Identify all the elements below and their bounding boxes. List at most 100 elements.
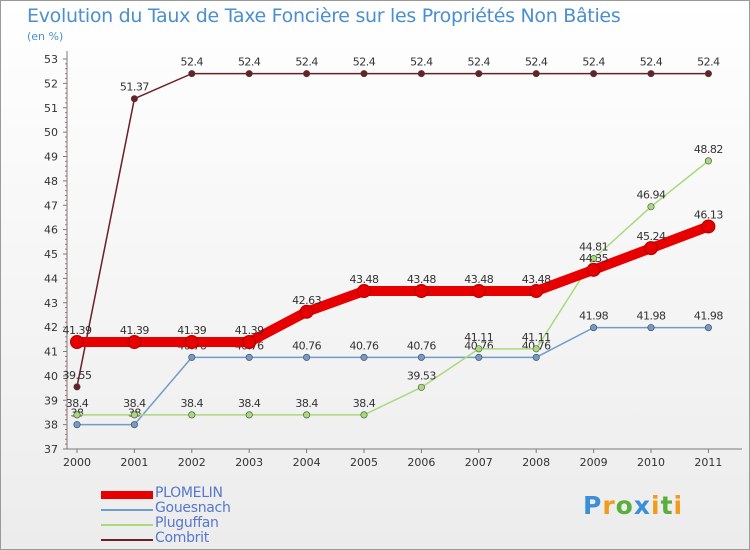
y-minor-tick <box>65 199 67 201</box>
data-label-plomelin: 46.13 <box>694 208 723 221</box>
y-minor-tick <box>65 214 67 216</box>
data-point-plomelin <box>242 334 257 349</box>
data-label-plomelin: 41.39 <box>120 324 149 337</box>
x-tick-label: 2000 <box>63 456 91 469</box>
data-point-plomelin <box>701 219 716 234</box>
data-point-plomelin <box>529 284 544 299</box>
data-label-combrit: 52.4 <box>582 56 605 69</box>
data-label-combrit: 52.4 <box>353 56 376 69</box>
y-minor-tick <box>65 126 67 128</box>
y-minor-tick <box>65 297 67 299</box>
data-point-combrit <box>130 95 138 103</box>
x-tick-label: 2008 <box>522 456 550 469</box>
y-tick-label: 40 <box>44 370 58 383</box>
data-label-plomelin: 41.39 <box>63 324 92 337</box>
logo-letter: t <box>660 491 674 520</box>
data-label-pluguffan: 38.4 <box>181 397 204 410</box>
data-point-plomelin <box>414 284 429 299</box>
data-point-gouesnach <box>73 421 81 429</box>
y-minor-tick <box>65 102 67 104</box>
data-label-pluguffan: 38.4 <box>66 397 89 410</box>
data-point-combrit <box>417 70 425 78</box>
y-tick-label: 42 <box>44 321 58 334</box>
data-label-combrit: 52.4 <box>640 56 663 69</box>
y-tick-label: 52 <box>44 77 58 90</box>
data-label-plomelin: 43.48 <box>407 273 436 286</box>
y-minor-tick <box>65 146 67 148</box>
y-minor-tick <box>65 341 67 343</box>
data-label-combrit: 52.4 <box>525 56 548 69</box>
series-line-combrit <box>76 72 710 388</box>
data-label-plomelin: 41.39 <box>177 324 206 337</box>
data-point-gouesnach <box>188 353 196 361</box>
data-label-gouesnach: 40.76 <box>292 339 321 352</box>
legend-label: Gouesnach <box>155 500 231 516</box>
y-minor-tick <box>65 292 67 294</box>
y-tick-label: 53 <box>44 53 58 66</box>
data-label-gouesnach: 40.76 <box>407 339 436 352</box>
data-point-plomelin <box>127 334 142 349</box>
y-minor-tick <box>65 112 67 114</box>
x-tick-label: 2011 <box>694 456 722 469</box>
data-point-pluguffan <box>704 157 712 165</box>
y-minor-tick <box>65 185 67 187</box>
x-tick-label: 2001 <box>120 456 148 469</box>
data-label-pluguffan: 48.82 <box>694 143 723 156</box>
data-label-pluguffan: 38.4 <box>238 397 261 410</box>
x-tick-label: 2006 <box>407 456 435 469</box>
logo-letter: i <box>651 491 661 520</box>
data-point-combrit <box>303 70 311 78</box>
y-minor-tick <box>65 336 67 338</box>
y-minor-tick <box>65 63 67 65</box>
data-point-plomelin <box>184 334 199 349</box>
y-minor-tick <box>65 87 67 89</box>
y-minor-tick <box>65 92 67 94</box>
x-tick-label: 2009 <box>580 456 608 469</box>
data-point-combrit <box>532 70 540 78</box>
data-point-pluguffan <box>417 383 425 391</box>
y-minor-tick <box>65 209 67 211</box>
data-label-plomelin: 41.39 <box>235 324 264 337</box>
y-minor-tick <box>65 394 67 396</box>
y-minor-tick <box>65 360 67 362</box>
data-point-plomelin <box>357 284 371 299</box>
data-label-combrit: 51.37 <box>120 81 149 94</box>
y-tick-label: 41 <box>44 346 58 359</box>
y-minor-tick <box>65 443 67 445</box>
y-tick-label: 50 <box>44 126 58 139</box>
data-point-pluguffan <box>303 411 311 419</box>
y-minor-tick <box>65 316 67 318</box>
y-minor-tick <box>65 141 67 143</box>
y-minor-tick <box>65 175 67 177</box>
legend-label: Pluguffan <box>155 515 219 531</box>
data-label-gouesnach: 41.98 <box>579 310 608 323</box>
data-point-pluguffan <box>590 255 598 263</box>
logo-letter: x <box>633 491 651 520</box>
data-point-plomelin <box>471 284 486 299</box>
y-tick-label: 46 <box>44 224 58 237</box>
y-minor-tick <box>65 404 67 406</box>
data-point-combrit <box>704 70 712 78</box>
data-label-pluguffan: 38.4 <box>123 397 146 410</box>
y-minor-tick <box>65 136 67 138</box>
y-minor-tick <box>65 414 67 416</box>
y-minor-tick <box>65 151 67 153</box>
data-label-combrit: 52.4 <box>697 56 720 69</box>
proxiti-logo: Proxiti <box>583 491 683 520</box>
y-minor-tick <box>65 312 67 313</box>
data-point-gouesnach <box>532 353 540 361</box>
y-minor-tick <box>65 331 67 333</box>
data-label-gouesnach: 41.98 <box>694 310 723 323</box>
logo-letter: o <box>615 491 634 520</box>
data-label-plomelin: 45.24 <box>637 230 666 243</box>
data-label-plomelin: 44.35 <box>579 252 608 265</box>
x-tick-label: 2003 <box>235 456 263 469</box>
data-label-combrit: 52.4 <box>238 56 261 69</box>
data-point-plomelin <box>299 304 314 319</box>
y-minor-tick <box>65 224 67 226</box>
data-point-combrit <box>647 70 655 78</box>
y-tick-label: 43 <box>44 297 58 310</box>
data-point-plomelin <box>644 241 658 256</box>
y-tick-label: 39 <box>44 394 58 407</box>
